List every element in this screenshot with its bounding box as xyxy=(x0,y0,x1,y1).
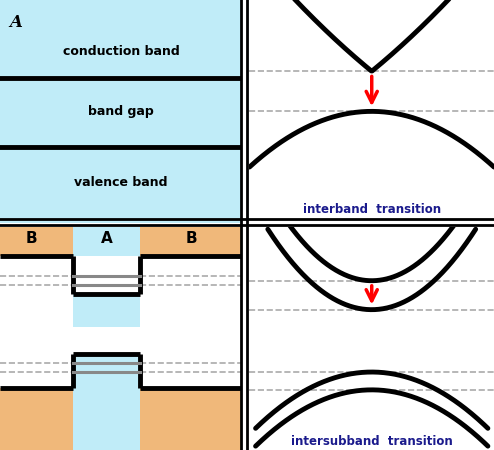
Polygon shape xyxy=(73,338,140,450)
Text: valence band: valence band xyxy=(74,176,168,189)
Text: B: B xyxy=(185,231,197,246)
Polygon shape xyxy=(140,227,242,328)
Polygon shape xyxy=(0,256,73,328)
Text: intersubband  transition: intersubband transition xyxy=(291,435,453,448)
Polygon shape xyxy=(140,338,242,450)
Polygon shape xyxy=(73,227,140,328)
Text: band gap: band gap xyxy=(88,105,154,118)
Polygon shape xyxy=(140,256,242,328)
Polygon shape xyxy=(0,0,242,223)
Polygon shape xyxy=(73,256,140,294)
Text: interband  transition: interband transition xyxy=(303,203,441,216)
Polygon shape xyxy=(0,227,73,328)
Text: A: A xyxy=(101,231,112,246)
Polygon shape xyxy=(140,338,242,387)
Text: B: B xyxy=(26,231,37,246)
Polygon shape xyxy=(0,338,73,387)
Text: A: A xyxy=(10,14,23,31)
Polygon shape xyxy=(0,338,73,450)
Polygon shape xyxy=(73,338,140,354)
Text: conduction band: conduction band xyxy=(63,45,179,58)
